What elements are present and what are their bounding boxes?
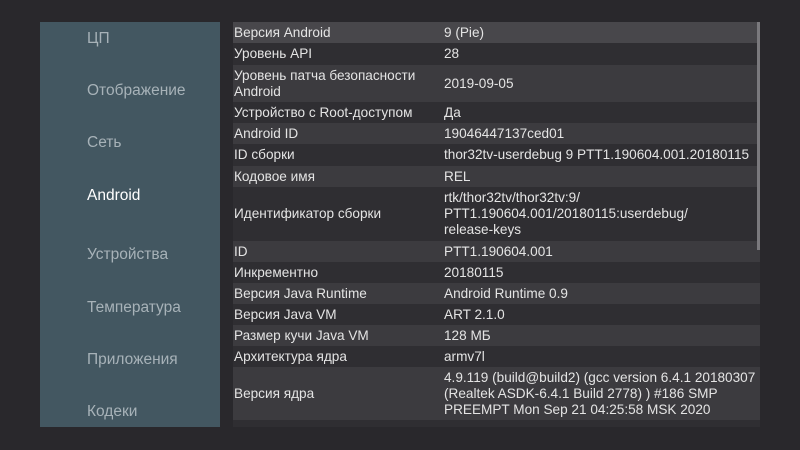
table-row: ID PTT1.190604.001: [233, 241, 760, 262]
sidebar-item-temperature[interactable]: Температура: [87, 299, 181, 316]
row-key: Уровень API: [234, 46, 313, 61]
android-info-table: Версия Android 9 (Pie) Уровень API 28 Уров…: [233, 22, 760, 427]
table-row: Кодовое имя REL: [233, 166, 760, 187]
table-row: Версия Java Runtime Android Runtime 0.9: [233, 283, 760, 304]
row-key: Версия Android: [234, 24, 331, 40]
sidebar-item-network[interactable]: Сеть: [87, 134, 122, 151]
row-value: 20180115: [444, 264, 504, 280]
row-key: ID сборки: [234, 147, 295, 162]
sidebar-item-android[interactable]: Android: [87, 187, 141, 204]
row-value: REL: [444, 168, 471, 184]
row-value: 128 МБ: [444, 327, 491, 343]
sidebar-item-display[interactable]: Отображение: [87, 82, 186, 99]
row-key: Версия Java Runtime: [234, 285, 367, 301]
table-row: Уровень патча безопасности Android 2019-0…: [233, 65, 760, 102]
row-value: rtk/thor32tv/thor32tv:9/ PTT1.190604.001…: [444, 190, 688, 237]
row-value: armv7l: [444, 348, 485, 364]
row-key: ID: [234, 243, 248, 259]
table-row: Версия Java VM ART 2.1.0: [233, 304, 760, 325]
row-key: Размер кучи Java VM: [234, 327, 369, 343]
row-key: Устройство с Root-доступом: [234, 104, 413, 120]
row-value: Да: [444, 104, 461, 120]
row-value: 19046447137ced01: [444, 125, 565, 141]
row-value: PTT1.190604.001: [444, 243, 553, 259]
sidebar-nav: ЦП Отображение Сеть Android Устройства Т…: [40, 22, 220, 427]
sidebar-item-apps[interactable]: Приложения: [87, 351, 178, 368]
sidebar-item-codecs[interactable]: Кодеки: [87, 403, 138, 420]
row-key: Инкрементно: [234, 264, 319, 280]
row-value: Android Runtime 0.9: [444, 285, 568, 301]
table-row: Идентификатор сборки rtk/thor32tv/thor32t…: [233, 187, 760, 241]
table-row: Уровень API 28: [233, 43, 760, 65]
sidebar-item-cpu[interactable]: ЦП: [87, 30, 110, 47]
table-row: [233, 420, 760, 427]
table-row: Версия Android 9 (Pie): [233, 22, 760, 43]
sidebar-item-devices[interactable]: Устройства: [87, 246, 169, 263]
table-row: ID сборки thor32tv-userdebug 9 PTT1.19060…: [233, 144, 760, 166]
row-key: Версия Java VM: [234, 306, 337, 322]
row-value: ART 2.1.0: [444, 306, 505, 322]
row-key: Идентификатор сборки: [234, 206, 382, 221]
table-row: Устройство с Root-доступом Да: [233, 102, 760, 123]
scrollbar[interactable]: [757, 22, 760, 250]
row-key: Уровень патча безопасности Android: [234, 67, 416, 99]
row-key: Кодовое имя: [234, 168, 315, 184]
table-row: Версия ядра 4.9.119 (build@build2) (gcc v…: [233, 367, 760, 420]
row-value: thor32tv-userdebug 9 PTT1.190604.001.201…: [444, 147, 750, 162]
row-value: 4.9.119 (build@build2) (gcc version 6.4.…: [444, 369, 756, 417]
row-value: 9 (Pie): [444, 24, 485, 40]
row-key: Версия ядра: [234, 385, 315, 401]
row-key: Android ID: [234, 125, 299, 141]
table-row: Android ID 19046447137ced01: [233, 123, 760, 144]
table-row: Архитектура ядра armv7l: [233, 346, 760, 367]
row-value: 2019-09-05: [444, 75, 514, 91]
row-value: 28: [444, 46, 460, 61]
table-row: Инкрементно 20180115: [233, 262, 760, 283]
table-row: Размер кучи Java VM 128 МБ: [233, 325, 760, 346]
row-key: Архитектура ядра: [234, 348, 347, 364]
